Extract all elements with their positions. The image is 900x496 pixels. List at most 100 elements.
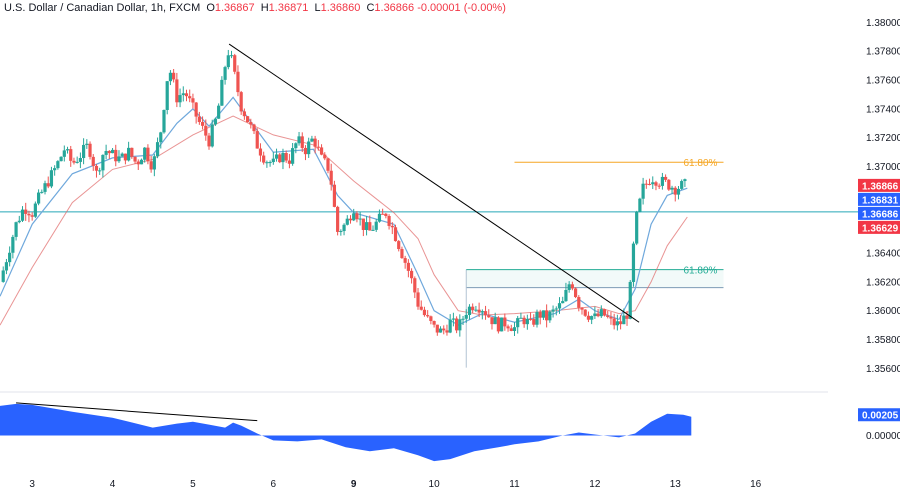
candle-body: [53, 168, 57, 171]
candle-body: [654, 182, 658, 186]
high-value: 1.36871: [268, 2, 309, 14]
candle-body: [297, 136, 301, 144]
candle-body: [233, 55, 237, 72]
candle-body: [609, 317, 613, 319]
candle-body: [455, 318, 459, 331]
candle-body: [245, 116, 250, 123]
moving-averages: [0, 96, 688, 326]
candle-body: [249, 122, 253, 125]
candle-body: [622, 315, 626, 325]
fib-levels: 61.80% 61.80%: [465, 158, 724, 368]
candle-body: [432, 321, 436, 325]
candle-body: [426, 315, 430, 317]
candle-body: [229, 55, 234, 57]
candle-body: [78, 158, 82, 162]
candle-body: [281, 152, 285, 163]
candle-body: [210, 124, 214, 147]
candle-body: [451, 318, 455, 320]
candle-body: [300, 136, 304, 148]
candle-body: [11, 236, 15, 253]
candle-body: [570, 284, 574, 289]
oscillator-pane: [0, 402, 692, 462]
price-axis[interactable]: 1.38000 1.37800 1.37600 1.37400 1.37200 1.370…: [866, 18, 900, 442]
candle-body: [197, 116, 201, 123]
candle-body: [561, 301, 565, 304]
time-tick-label: 6: [271, 479, 277, 490]
candle-body: [49, 170, 54, 187]
candle-body: [625, 315, 629, 319]
candle-body: [400, 249, 404, 259]
candle-body: [220, 79, 224, 106]
candle-body: [512, 327, 517, 331]
candle-body: [130, 147, 134, 157]
low-value: 1.36860: [320, 2, 361, 14]
candle-body: [319, 147, 324, 155]
candle-body: [390, 225, 394, 228]
candle-body: [268, 162, 272, 164]
candles: [1, 49, 687, 337]
candle-body: [40, 191, 44, 193]
price-tick-label: 1.38000: [866, 18, 900, 29]
time-tick-label: 3: [29, 479, 35, 490]
candle-body: [191, 98, 195, 103]
candle-body: [590, 316, 594, 320]
candle-body: [374, 221, 378, 230]
candle-body: [326, 158, 330, 171]
low-label: L: [314, 2, 321, 14]
candle-body: [345, 218, 349, 225]
price-tick-label: 1.37800: [866, 47, 900, 58]
candle-body: [69, 149, 73, 161]
candle-body: [291, 148, 295, 164]
candle-body: [522, 317, 526, 325]
candle-body: [631, 243, 636, 282]
price-badge: [858, 192, 900, 206]
candle-body: [490, 317, 494, 325]
candle-body: [413, 278, 417, 293]
candle-body: [332, 184, 337, 207]
candle-body: [149, 161, 153, 170]
candle-body: [287, 160, 291, 164]
candle-body: [262, 155, 266, 163]
candle-body: [207, 135, 211, 147]
candle-body: [387, 215, 391, 226]
candle-body: [500, 317, 504, 332]
candle-body: [528, 318, 533, 320]
candle-body: [660, 176, 664, 186]
candle-body: [274, 154, 279, 159]
candle-body: [474, 309, 478, 311]
candle-body: [178, 95, 182, 103]
candle-body: [27, 213, 31, 216]
oscillator-area: [0, 403, 692, 462]
candle-body: [284, 152, 288, 161]
candle-body: [551, 309, 555, 312]
candle-body: [635, 211, 639, 244]
candle-body: [664, 176, 668, 180]
close-label: C: [366, 2, 375, 14]
candle-body: [548, 311, 552, 321]
candle-body: [535, 312, 539, 325]
candle-body: [683, 179, 687, 182]
oscillator-tick-label: 0.00000: [866, 431, 900, 442]
candle-body: [342, 224, 346, 232]
candle-body: [403, 258, 407, 263]
price-badges: 1.36866 1.36831 1.36686 1.36629 0.00205: [858, 178, 900, 422]
time-tick-label: 16: [750, 479, 762, 490]
candle-body: [612, 318, 616, 326]
candle-body: [255, 131, 259, 149]
price-tick-label: 1.37000: [866, 162, 900, 173]
candle-body: [496, 317, 501, 332]
candle-body: [381, 213, 385, 215]
candle-body: [429, 316, 433, 322]
time-axis[interactable]: 3 4 5 6 9 10 11 12 13 16: [29, 479, 761, 490]
candle-body: [503, 317, 507, 327]
candle-body: [329, 170, 333, 185]
candle-body: [487, 315, 491, 318]
candle-body: [506, 326, 510, 329]
candle-body: [445, 330, 449, 333]
candle-body: [152, 156, 156, 170]
candle-body: [602, 309, 607, 316]
candle-body: [615, 321, 619, 326]
candle-body: [175, 79, 179, 103]
time-tick-label: 5: [190, 479, 196, 490]
